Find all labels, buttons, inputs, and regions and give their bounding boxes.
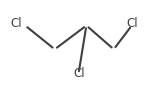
Text: Cl: Cl: [10, 17, 22, 30]
Text: Cl: Cl: [127, 17, 138, 30]
Text: Cl: Cl: [73, 67, 85, 80]
